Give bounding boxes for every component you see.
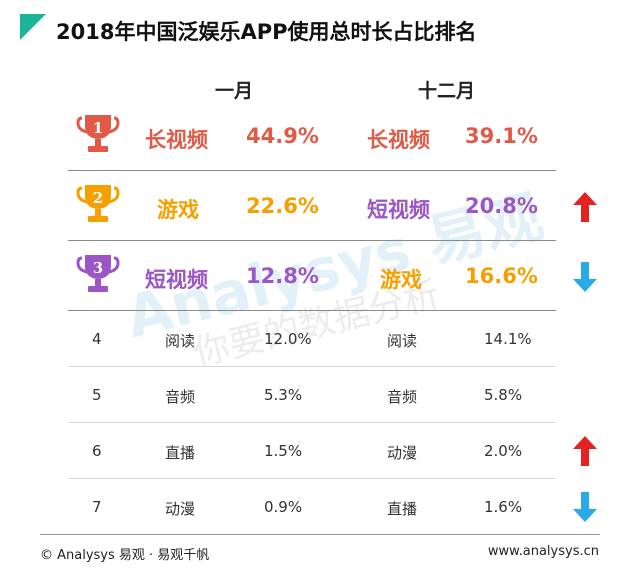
row-divider [68,240,556,241]
arrow-down-icon [573,492,597,522]
dec-share-value: 16.6% [465,264,538,288]
dec-app-name: 阅读 [387,332,418,350]
trophy-rank-label: 2 [93,189,103,207]
jan-share-value: 5.3% [264,386,303,404]
trophy-icon: 2 [76,185,120,222]
footer-copyright: © Analysys 易观 · 易观千帆 [40,548,210,563]
dec-app-name: 直播 [387,500,418,518]
trophy-icon: 3 [76,255,120,292]
rank-number: 5 [92,386,102,404]
jan-app-name: 游戏 [157,198,199,222]
row-divider [68,170,556,171]
dec-share-value: 14.1% [484,330,532,348]
row-divider [68,422,556,423]
row-divider [68,478,556,479]
dec-share-value: 5.8% [484,386,523,404]
trophy-icon: 1 [76,115,120,152]
footer-url: www.analysys.cn [487,544,599,559]
dec-app-name: 游戏 [380,268,422,292]
jan-app-name: 长视频 [145,128,208,152]
trophy-rank-label: 1 [93,119,103,137]
arrow-up-icon [573,436,597,466]
jan-app-name: 音频 [165,388,196,406]
dec-share-value: 20.8% [465,194,538,218]
dec-app-name: 短视频 [367,198,430,222]
dec-app-name: 音频 [387,388,418,406]
row-divider [68,310,556,311]
jan-share-value: 44.9% [246,124,319,148]
jan-share-value: 22.6% [246,194,319,218]
dec-share-value: 2.0% [484,442,523,460]
dec-share-value: 1.6% [484,498,523,516]
column-header-dec: 十二月 [418,80,476,102]
column-header-jan: 一月 [215,80,254,102]
rank-number: 4 [92,330,102,348]
jan-app-name: 阅读 [165,332,196,350]
jan-app-name: 短视频 [145,268,208,292]
jan-app-name: 动漫 [165,500,196,518]
arrow-down-icon [573,262,597,292]
jan-share-value: 12.0% [264,330,312,348]
jan-app-name: 直播 [165,444,196,462]
dec-share-value: 39.1% [465,124,538,148]
corner-accent-triangle [20,14,46,40]
dec-app-name: 动漫 [387,444,418,462]
footer-divider [40,534,600,535]
jan-share-value: 12.8% [246,264,319,288]
arrow-up-icon [573,192,597,222]
trophy-rank-label: 3 [93,259,103,277]
jan-share-value: 0.9% [264,498,303,516]
rank-number: 7 [92,498,102,516]
rank-number: 6 [92,442,102,460]
dec-app-name: 长视频 [367,128,430,152]
chart-title: 2018年中国泛娱乐APP使用总时长占比排名 [56,20,477,44]
jan-share-value: 1.5% [264,442,303,460]
row-divider [68,366,556,367]
